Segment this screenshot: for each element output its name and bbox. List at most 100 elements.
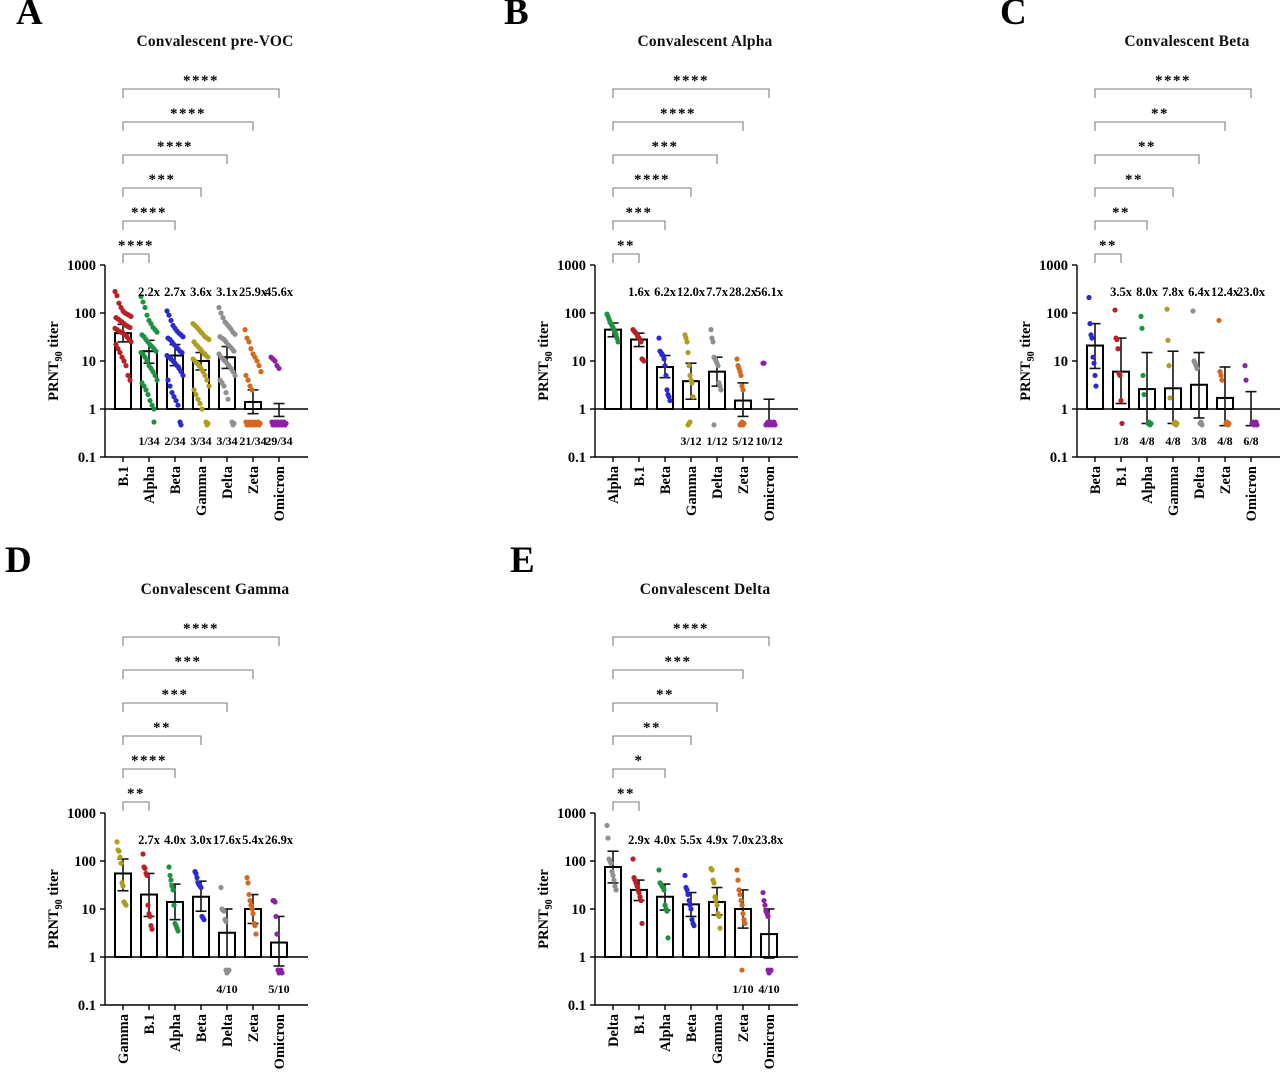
fold-change-label: 25.9x — [239, 285, 268, 299]
sig-stars: **** — [673, 73, 709, 89]
scatter-point — [243, 419, 249, 425]
sig-bracket — [1094, 121, 1226, 131]
scatter-point — [173, 397, 179, 404]
scatter-point — [191, 387, 197, 393]
sig-stars: *** — [175, 654, 202, 670]
scatter-point — [202, 372, 208, 379]
panel-letter-a: A — [16, 0, 43, 33]
y-tick-label: 100 — [564, 306, 586, 322]
scatter-point — [638, 339, 644, 345]
fold-change-label: 23.0x — [1237, 285, 1266, 299]
y-tick-label: 10 — [572, 902, 587, 918]
x-category-label: Zeta — [736, 465, 752, 494]
x-category-label: B.1 — [632, 466, 648, 487]
y-tick-label: 1 — [579, 950, 586, 966]
sig-bracket — [612, 768, 666, 778]
below-lod-fraction: 5/10 — [268, 982, 289, 996]
sig-stars: ** — [617, 786, 635, 802]
y-tick-label: 0.1 — [568, 450, 586, 466]
chart-element: 90 — [54, 351, 65, 361]
scatter-point — [142, 304, 148, 311]
scatter-point — [255, 419, 261, 425]
scatter-point — [167, 383, 173, 389]
x-category-label: B.1 — [1114, 466, 1130, 487]
scatter-point — [761, 360, 767, 366]
scatter-point — [1139, 325, 1145, 331]
x-category-label: Alpha — [142, 465, 158, 504]
sig-stars: **** — [183, 621, 219, 637]
scatter-point — [682, 872, 688, 879]
scatter-point — [1197, 420, 1203, 427]
scatter-point — [206, 383, 212, 389]
scatter-point — [684, 887, 690, 893]
scatter-point — [1164, 306, 1170, 312]
panel-letter-d: D — [5, 540, 32, 581]
sig-bracket — [1094, 88, 1252, 98]
scatter-point — [686, 897, 692, 904]
fold-change-label: 3.6x — [190, 285, 213, 299]
sig-bracket — [1094, 220, 1148, 230]
x-category-label: Omicron — [272, 466, 288, 521]
scatter-point — [232, 331, 238, 337]
scatter-point — [1165, 337, 1171, 343]
scatter-point — [166, 864, 172, 870]
scatter-point — [152, 372, 158, 379]
scatter-point — [125, 372, 131, 379]
scatter-point — [250, 911, 256, 917]
sig-bracket — [1094, 187, 1174, 197]
scatter-point — [1092, 372, 1098, 379]
scatter-point — [246, 339, 252, 345]
fold-change-label: 4.0x — [654, 833, 677, 847]
fold-change-label: 5.4x — [242, 833, 265, 847]
fold-change-label: 3.0x — [190, 833, 213, 847]
panel-title-e: Convalescent Delta — [639, 581, 771, 598]
below-lod-fraction: 3/34 — [190, 434, 211, 448]
x-category-label: Delta — [710, 465, 726, 499]
y-tick-label: 10 — [82, 902, 97, 918]
fold-change-label: 6.2x — [654, 285, 677, 299]
y-axis-title: PRNT90 titer — [46, 869, 65, 949]
sig-bracket — [1094, 253, 1122, 263]
scatter-point — [195, 396, 201, 402]
y-tick-label: 1000 — [67, 806, 96, 822]
below-lod-fraction: 21/34 — [239, 434, 266, 448]
sig-bracket — [122, 669, 254, 679]
chart-element: PRNT — [536, 361, 552, 401]
scatter-point — [232, 372, 238, 379]
sig-bracket — [122, 88, 280, 98]
scatter-point — [199, 406, 205, 412]
y-axis-title: PRNT90 titer — [1018, 321, 1037, 401]
sig-stars: *** — [149, 172, 176, 188]
y-tick-label: 1 — [579, 402, 586, 418]
fold-change-label: 45.6x — [265, 285, 294, 299]
scatter-point — [714, 902, 720, 908]
x-category-label: Alpha — [658, 1013, 674, 1052]
scatter-point — [116, 848, 122, 854]
scatter-point — [641, 358, 647, 364]
x-category-label: Alpha — [606, 465, 622, 504]
x-category-label: Gamma — [194, 465, 210, 516]
below-lod-fraction: 1/12 — [706, 434, 727, 448]
chart-element: PRNT — [46, 909, 62, 949]
sig-stars: **** — [131, 205, 167, 221]
chart-convalescent-alpha: ********************10001001010.1PRNT90 … — [536, 73, 798, 521]
scatter-point — [740, 911, 746, 917]
below-lod-fraction: 4/10 — [758, 982, 779, 996]
scatter-point — [1086, 294, 1092, 301]
scatter-point — [143, 387, 149, 393]
fold-change-label: 2.9x — [628, 833, 651, 847]
scatter-point — [243, 372, 249, 379]
fold-change-label: 2.7x — [164, 285, 187, 299]
below-lod-fraction: 3/34 — [216, 434, 237, 448]
scatter-point — [1249, 420, 1255, 427]
scatter-point — [120, 883, 126, 889]
below-lod-fraction: 1/10 — [732, 982, 753, 996]
scatter-point — [273, 913, 279, 920]
x-category-label: Zeta — [1218, 465, 1234, 494]
scatter-point — [138, 293, 144, 300]
y-tick-label: 1000 — [67, 258, 96, 274]
scatter-point — [760, 889, 766, 896]
scatter-point — [170, 887, 176, 893]
